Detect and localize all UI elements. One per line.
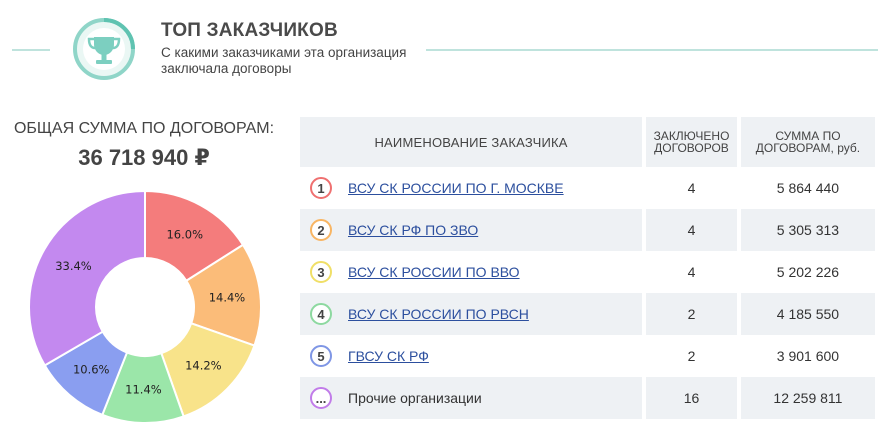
table-header-row: НАИМЕНОВАНИЕ ЗАКАЗЧИКА ЗАКЛЮЧЕНО ДОГОВОР… — [300, 117, 876, 167]
trophy-icon — [73, 18, 135, 80]
rank-badge: 5 — [310, 345, 332, 367]
rank-badge: 3 — [310, 261, 332, 283]
customer-share-donut-chart: 16.0% 14.4% 14.2% 11.4% 10.6% 33.4% — [28, 189, 262, 424]
contract-sum: 5 202 226 — [776, 264, 840, 280]
contract-sum: 5 864 440 — [776, 180, 840, 196]
customer-link[interactable]: ВСУ СК РОССИИ ПО Г. МОСКВЕ — [348, 180, 564, 196]
customer-link[interactable]: ГВСУ СК РФ — [348, 348, 429, 364]
other-organizations-label: Прочие организации — [348, 390, 482, 406]
total-sum-value: 36 718 940 ₽ — [78, 145, 210, 170]
column-header-count: ЗАКЛЮЧЕНО ДОГОВОРОВ — [646, 117, 737, 167]
rank-badge: 2 — [310, 219, 332, 241]
donut-slice-label: 33.4% — [55, 259, 92, 273]
donut-slice-label: 14.2% — [185, 358, 222, 372]
total-sum-label: ОБЩАЯ СУММА ПО ДОГОВОРАМ: — [13, 120, 275, 137]
page-subtitle: С какими заказчиками эта организация зак… — [161, 45, 407, 76]
contract-sum: 3 901 600 — [776, 348, 840, 364]
column-header-name: НАИМЕНОВАНИЕ ЗАКАЗЧИКА — [300, 117, 643, 167]
customer-link[interactable]: ВСУ СК РОССИИ ПО РВСН — [348, 306, 529, 322]
header-divider-left — [12, 49, 50, 51]
top-customers-table: НАИМЕНОВАНИЕ ЗАКАЗЧИКА ЗАКЛЮЧЕНО ДОГОВОР… — [300, 117, 876, 419]
column-header-sum: СУММА ПО ДОГОВОРАМ, руб. — [740, 117, 876, 167]
contract-count: 2 — [687, 306, 696, 322]
contract-count: 2 — [687, 348, 696, 364]
header-divider-right — [426, 49, 878, 51]
contract-sum: 5 305 313 — [776, 222, 840, 238]
rank-badge: 1 — [310, 177, 332, 199]
donut-slice-label: 14.4% — [209, 291, 246, 305]
table-row: 4 ВСУ СК РОССИИ ПО РВСН 2 4 185 550 — [300, 293, 875, 335]
contract-count: 4 — [687, 180, 696, 196]
customer-link[interactable]: ВСУ СК РФ ПО ЗВО — [348, 222, 479, 238]
rank-badge: ... — [310, 387, 332, 409]
donut-slice-label: 16.0% — [166, 228, 203, 242]
contract-count: 4 — [687, 222, 696, 238]
contract-count: 16 — [683, 390, 700, 406]
table-row: 5 ГВСУ СК РФ 2 3 901 600 — [300, 335, 875, 377]
table-row: 2 ВСУ СК РФ ПО ЗВО 4 5 305 313 — [300, 209, 875, 251]
contract-count: 4 — [687, 264, 696, 280]
donut-slice-label: 11.4% — [125, 382, 162, 396]
table-row: ... Прочие организации 16 12 259 811 — [300, 377, 875, 419]
table-row: 3 ВСУ СК РОССИИ ПО ВВО 4 5 202 226 — [300, 251, 875, 293]
page-title: ТОП ЗАКАЗЧИКОВ — [161, 20, 338, 41]
contract-sum: 4 185 550 — [776, 306, 840, 322]
contract-sum: 12 259 811 — [773, 390, 843, 406]
donut-slice-label: 10.6% — [73, 363, 110, 377]
table-row: 1 ВСУ СК РОССИИ ПО Г. МОСКВЕ 4 5 864 440 — [300, 167, 875, 209]
rank-badge: 4 — [310, 303, 332, 325]
customer-link[interactable]: ВСУ СК РОССИИ ПО ВВО — [348, 264, 520, 280]
donut-slice — [28, 189, 146, 367]
